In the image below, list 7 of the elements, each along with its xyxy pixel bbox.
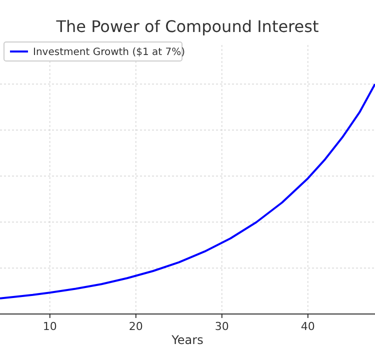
chart-title: The Power of Compound Interest	[55, 17, 319, 36]
legend-label: Investment Growth ($1 at 7%)	[33, 47, 186, 58]
x-tick-label: 20	[128, 320, 143, 333]
x-axis-title: Years	[170, 333, 204, 347]
x-tick-label: 30	[214, 320, 229, 333]
x-tick-label: 40	[300, 320, 315, 333]
x-tick-label: 10	[42, 320, 57, 333]
